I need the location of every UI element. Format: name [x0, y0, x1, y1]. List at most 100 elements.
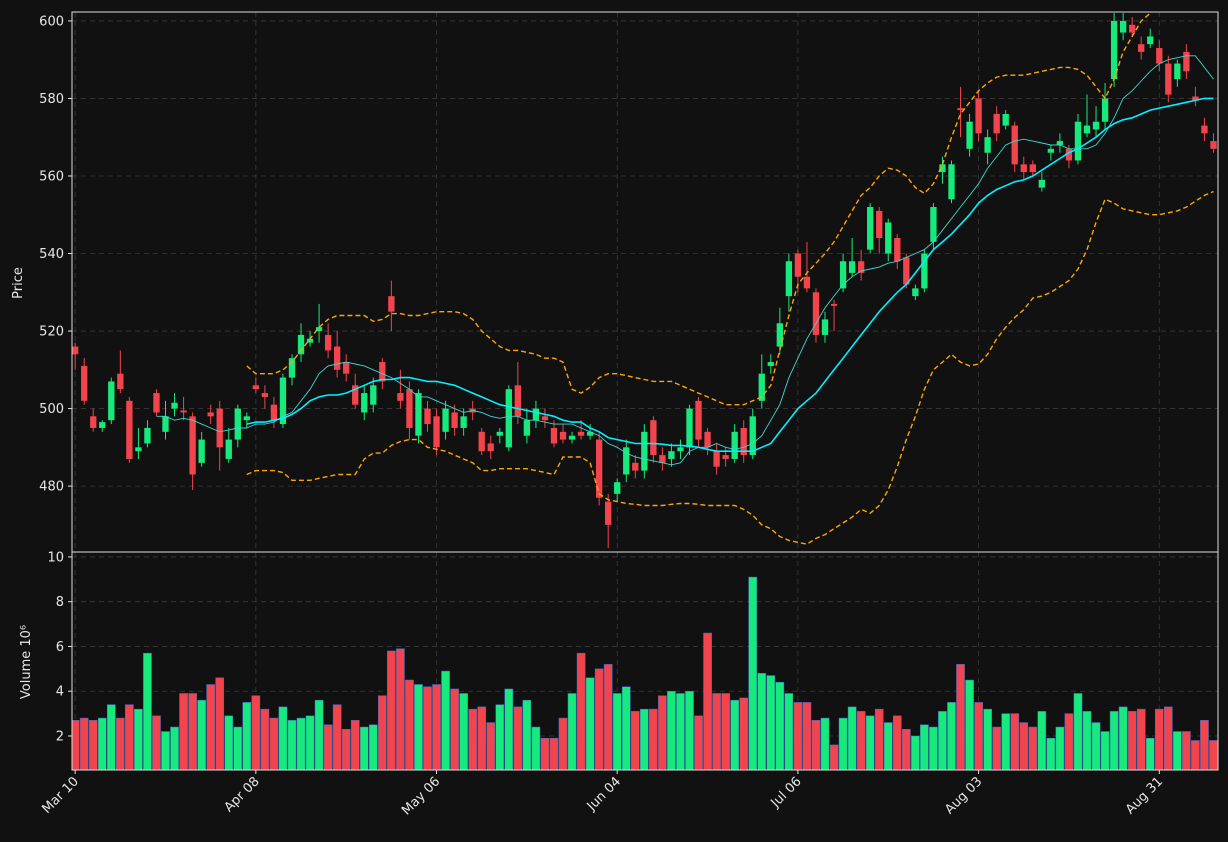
- volume-bar: [513, 706, 523, 770]
- y-tick-label: 560: [39, 169, 64, 184]
- volume-bar: [359, 726, 369, 770]
- candle-body: [722, 455, 729, 459]
- volume-bar: [612, 693, 622, 770]
- candle-body: [595, 439, 603, 498]
- volume-bar: [197, 699, 206, 770]
- candle-body: [189, 416, 196, 475]
- x-tick-label: Aug 03: [942, 774, 985, 817]
- candle-body: [1147, 36, 1154, 45]
- volume-bar: [920, 724, 929, 770]
- volume-bar: [170, 726, 179, 770]
- candle-body: [975, 98, 982, 134]
- volume-bar: [251, 695, 261, 770]
- ma-line: [156, 55, 1214, 466]
- volume-bar: [820, 717, 830, 770]
- volume-bar: [459, 693, 468, 770]
- ma-line: [246, 97, 1214, 452]
- volume-bar: [694, 715, 703, 770]
- candle-body: [821, 319, 829, 335]
- volume-bar: [748, 576, 758, 770]
- candle-body: [641, 431, 648, 471]
- volume-bar: [72, 720, 80, 770]
- volume-bar: [558, 717, 568, 770]
- candle-body: [1056, 141, 1064, 145]
- candle-body: [379, 362, 386, 382]
- volume-bar: [1209, 740, 1218, 770]
- candle-body: [126, 400, 133, 459]
- volume-bar: [667, 690, 676, 770]
- volume-bar: [974, 702, 983, 770]
- candle-body: [225, 439, 232, 459]
- candle-body: [1210, 141, 1217, 149]
- candle-body: [333, 346, 341, 370]
- y-tick-label: 500: [39, 402, 64, 417]
- volume-bar: [766, 675, 776, 770]
- volume-bar: [1028, 726, 1038, 770]
- candle-body: [1174, 63, 1181, 80]
- candle-body: [704, 431, 711, 448]
- volume-bar: [983, 708, 992, 770]
- volume-bar: [504, 688, 514, 770]
- volume-bar: [296, 717, 306, 770]
- x-tick-label: Mar 10: [39, 774, 82, 817]
- band-line: [246, 12, 1153, 406]
- volume-bar: [1055, 726, 1065, 770]
- volume-bar: [260, 708, 270, 770]
- volume-bar: [992, 726, 1001, 770]
- volume-bar: [567, 693, 577, 770]
- candle-body: [324, 334, 332, 351]
- volume-bar: [856, 711, 866, 770]
- candle-body: [550, 427, 558, 444]
- candle-body: [1029, 164, 1036, 173]
- candle-body: [686, 408, 693, 448]
- volume-bar: [585, 677, 595, 770]
- candle-body: [623, 447, 630, 475]
- candle-body: [1047, 148, 1055, 153]
- candle-body: [90, 416, 97, 428]
- candle-body: [370, 385, 377, 405]
- volume-bar: [1091, 722, 1101, 770]
- volume-bar: [965, 679, 974, 770]
- volume-bar: [305, 715, 315, 770]
- volume-bar: [902, 729, 911, 770]
- candle-body: [1065, 148, 1073, 161]
- candle-body: [352, 385, 359, 405]
- candle-body: [559, 431, 567, 440]
- volume-bar: [441, 670, 450, 770]
- candle-body: [1201, 125, 1208, 134]
- y-axis-label: Price: [11, 267, 26, 299]
- volume-frame: [71, 551, 1219, 771]
- volume-bar: [1136, 708, 1146, 770]
- volume-bar: [603, 664, 613, 770]
- candle-body: [605, 501, 612, 525]
- volume-bar: [1082, 711, 1092, 770]
- volume-bar: [88, 720, 98, 770]
- candle-body: [1110, 20, 1118, 80]
- candle-body: [1165, 63, 1172, 95]
- candle-body: [180, 410, 187, 413]
- candle-body: [234, 408, 241, 440]
- y-tick-label: 6: [56, 640, 64, 655]
- y-tick-label: 8: [56, 595, 64, 610]
- volume-bar: [206, 684, 215, 770]
- volume-bar: [1001, 713, 1011, 770]
- volume-bar: [811, 720, 821, 770]
- candle-body: [848, 261, 856, 273]
- candle-body: [957, 108, 964, 111]
- candle-body: [117, 373, 124, 390]
- candle-body: [541, 416, 549, 421]
- volume-bar: [432, 684, 441, 770]
- candle-body: [306, 338, 314, 343]
- volume-bar: [865, 715, 875, 770]
- volume-bar: [287, 720, 297, 770]
- volume-bar: [1145, 737, 1155, 770]
- candle-body: [1156, 48, 1163, 64]
- volume-bar: [1200, 720, 1209, 770]
- candle-body: [361, 393, 368, 413]
- candle-body: [1192, 96, 1199, 101]
- volume-bar: [378, 695, 387, 770]
- volume-bar: [640, 708, 649, 770]
- candle-body: [1119, 20, 1127, 33]
- volume-bar: [802, 702, 812, 770]
- candle-body: [108, 381, 115, 421]
